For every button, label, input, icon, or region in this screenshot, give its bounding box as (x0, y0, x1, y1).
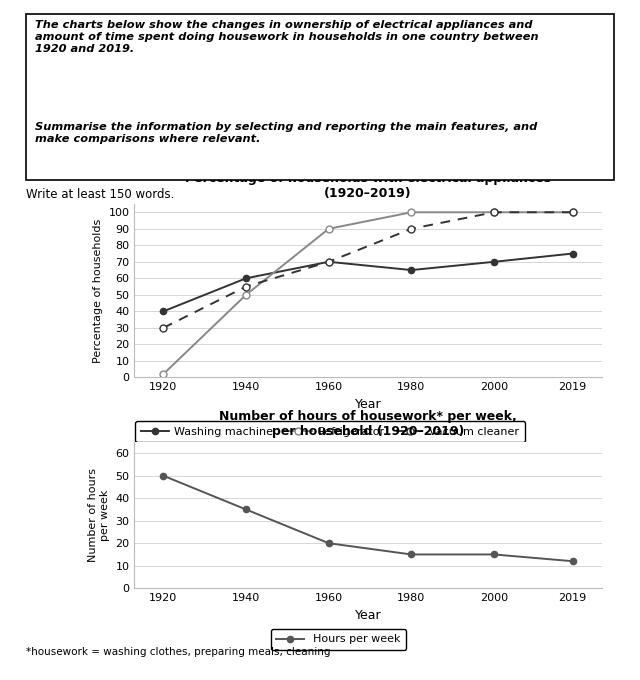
Text: Summarise the information by selecting and reporting the main features, and
make: Summarise the information by selecting a… (35, 122, 538, 144)
X-axis label: Year: Year (355, 398, 381, 411)
Text: Write at least 150 words.: Write at least 150 words. (26, 188, 174, 201)
Legend: Washing machine, Refrigerator, Vacuum cleaner: Washing machine, Refrigerator, Vacuum cl… (135, 421, 525, 442)
Y-axis label: Number of hours
per week: Number of hours per week (88, 468, 110, 562)
Text: *housework = washing clothes, preparing meals, cleaning: *housework = washing clothes, preparing … (26, 647, 330, 658)
Title: Percentage of households with electrical appliances
(1920–2019): Percentage of households with electrical… (185, 172, 551, 200)
Title: Number of hours of housework* per week,
per household (1920–2019): Number of hours of housework* per week, … (219, 410, 517, 438)
Text: The charts below show the changes in ownership of electrical appliances and
amou: The charts below show the changes in own… (35, 20, 539, 54)
Y-axis label: Percentage of households: Percentage of households (93, 218, 103, 363)
Legend: Hours per week: Hours per week (271, 629, 406, 650)
X-axis label: Year: Year (355, 609, 381, 622)
